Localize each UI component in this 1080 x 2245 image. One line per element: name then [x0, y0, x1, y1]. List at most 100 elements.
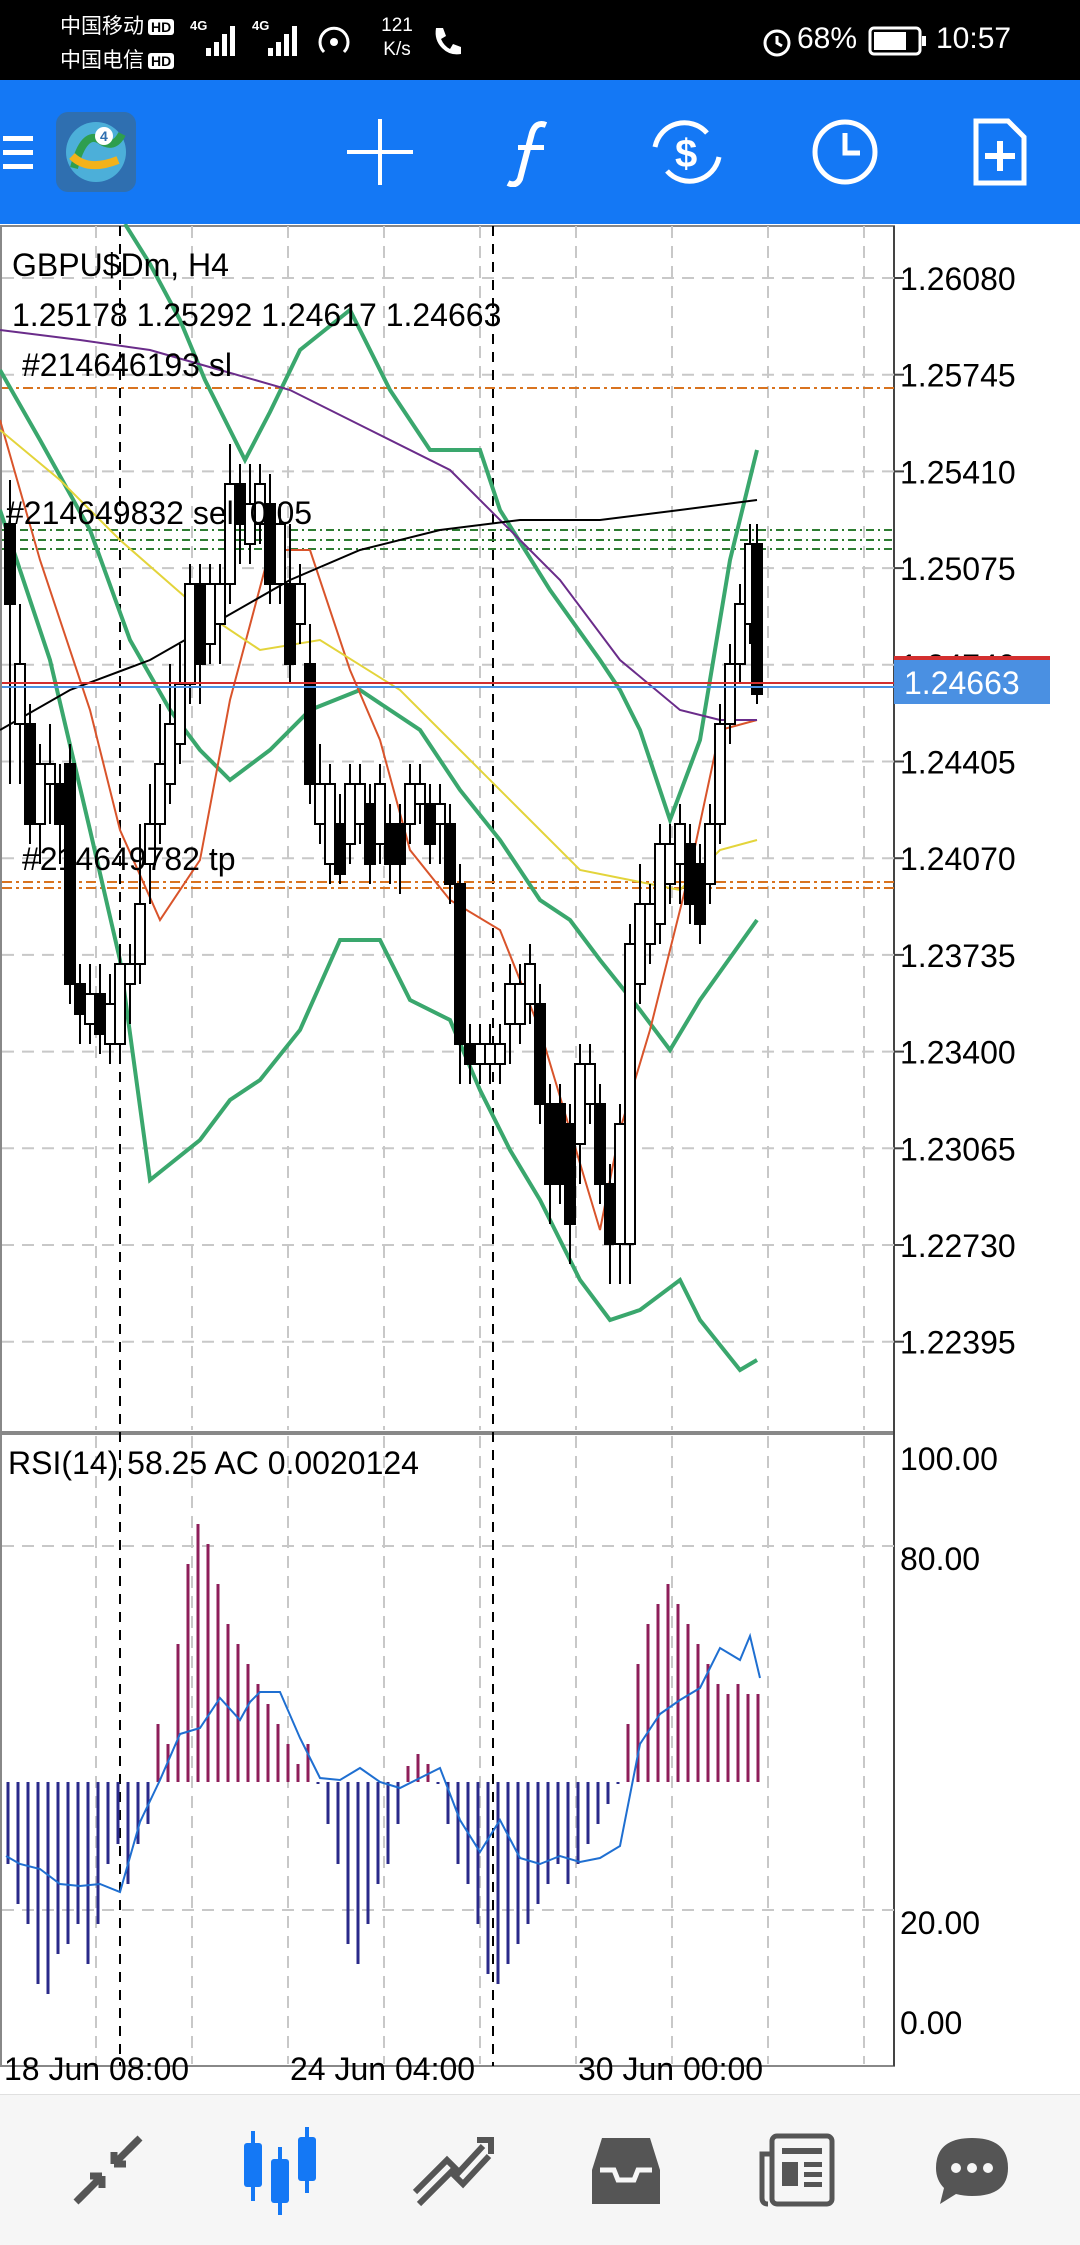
candle-body — [114, 963, 126, 1045]
alarm-icon — [763, 29, 791, 57]
rsi-tick-label: 100.00 — [900, 1441, 998, 1477]
candle-body — [514, 983, 526, 1025]
time-labels: 18 Jun 08:00 24 Jun 04:00 30 Jun 00:00 — [4, 2051, 763, 2087]
candle-body — [664, 843, 676, 885]
time-label: 18 Jun 08:00 — [4, 2051, 189, 2087]
indicators-icon[interactable] — [482, 80, 582, 224]
carrier-1-label: 中国移动 — [60, 15, 144, 38]
svg-text:$: $ — [675, 132, 697, 176]
candle-body — [64, 763, 76, 985]
trade-icon[interactable] — [345, 2095, 561, 2245]
chart-area[interactable]: 1.260801.257451.254101.250751.247401.244… — [0, 222, 1080, 2094]
candle-body — [434, 803, 446, 825]
new-order-icon[interactable] — [950, 80, 1050, 224]
symbol-label: GBPU$Dm, H4 — [12, 247, 229, 283]
sl-order-label[interactable]: #214646193 sl — [22, 347, 232, 383]
candle-body — [394, 823, 406, 865]
candle-body — [644, 903, 656, 945]
candle-body — [424, 803, 436, 845]
candle-body — [714, 723, 726, 825]
metatrader-logo-icon[interactable]: 4 — [52, 80, 140, 224]
candle-body — [564, 1123, 576, 1225]
price-tick-label: 1.24405 — [900, 745, 1016, 781]
candle-body — [454, 883, 466, 1045]
menu-icon[interactable] — [0, 80, 40, 224]
candle-body — [464, 1043, 476, 1065]
sell-order-label[interactable]: #214649832 sell 0.05 — [6, 495, 312, 531]
candle-body — [674, 823, 686, 865]
svg-text:4: 4 — [100, 128, 108, 144]
candle-body — [294, 583, 306, 625]
candle-body — [384, 823, 396, 865]
candle-body — [474, 1043, 486, 1065]
candle-body — [504, 983, 516, 1025]
candle-body — [34, 763, 46, 825]
ma-purple-curve — [0, 329, 757, 721]
candle-body — [194, 583, 206, 665]
candle-body — [354, 783, 366, 825]
price-tick-label: 1.23735 — [900, 938, 1016, 974]
tp-order-label[interactable]: #214649782 tp — [22, 841, 236, 877]
candle-body — [544, 1103, 556, 1185]
bottom-nav — [0, 2094, 1080, 2245]
time-label: 30 Jun 00:00 — [578, 2051, 763, 2087]
candle-body — [184, 583, 196, 685]
price-tick-label: 1.25075 — [900, 551, 1016, 587]
price-tick-label: 1.23400 — [900, 1035, 1016, 1071]
timeframe-icon[interactable] — [795, 80, 895, 224]
candle-body — [104, 1003, 116, 1045]
candle-body — [494, 1043, 506, 1065]
candle-body — [574, 1063, 586, 1145]
candle-body — [334, 823, 346, 875]
rsi-tick-label: 0.00 — [900, 2005, 962, 2041]
candle-body — [634, 903, 646, 985]
candle-body — [224, 483, 236, 585]
candle-body — [74, 983, 86, 1015]
price-tick-label: 1.22395 — [900, 1325, 1016, 1361]
hd-badge-2: HD — [148, 53, 175, 70]
quotes-icon[interactable] — [0, 2095, 216, 2245]
candle-body — [554, 1103, 566, 1185]
bollinger-lower-curve — [0, 509, 759, 1373]
candle-body — [614, 1123, 626, 1245]
rsi-tick-label: 80.00 — [900, 1541, 980, 1577]
crosshair-icon[interactable] — [330, 80, 430, 224]
price-tick-label: 1.26080 — [900, 261, 1016, 297]
candle-body — [44, 763, 56, 785]
candle-body — [404, 783, 416, 825]
carrier-1: 中国移动 HD — [60, 10, 175, 40]
candle-body — [154, 763, 166, 825]
candle-body — [84, 993, 96, 1025]
candle-body — [144, 823, 156, 865]
history-icon[interactable] — [518, 2095, 734, 2245]
candle-body — [24, 723, 36, 825]
current-price-label: 1.24663 — [904, 665, 1020, 701]
candle-body — [324, 783, 336, 865]
candle-body — [304, 663, 316, 785]
candle-body — [284, 583, 296, 665]
candle-body — [54, 783, 66, 825]
chart-canvas[interactable]: 1.260801.257451.254101.250751.247401.244… — [0, 222, 1080, 2094]
price-tick-label: 1.24070 — [900, 841, 1016, 877]
candle-body — [724, 663, 736, 725]
news-icon[interactable] — [690, 2095, 906, 2245]
candle-body — [751, 543, 763, 695]
candle-body — [94, 993, 106, 1035]
carrier-2-label: 中国电信 — [60, 49, 144, 72]
bollinger-upper-curve — [123, 222, 759, 826]
chat-icon[interactable] — [864, 2095, 1080, 2245]
price-tick-label: 1.23065 — [900, 1131, 1016, 1167]
indicator-panel-frame — [0, 1433, 895, 2067]
hd-badge-1: HD — [148, 19, 175, 36]
candle-body — [524, 963, 536, 1005]
ac-histogram — [6, 1524, 760, 1994]
chart-icon[interactable] — [172, 2095, 388, 2245]
ma-black-curve — [0, 499, 758, 731]
speed-unit: K/s — [383, 39, 411, 60]
rsi-tick-label: 20.00 — [900, 1905, 980, 1941]
candle-body — [444, 823, 456, 885]
rsi-tick-labels: 100.00 80.00 20.00 0.00 — [900, 1441, 998, 2041]
candle-body — [14, 663, 26, 725]
trade-icon[interactable]: $ — [637, 80, 737, 224]
battery-icon — [868, 26, 926, 56]
